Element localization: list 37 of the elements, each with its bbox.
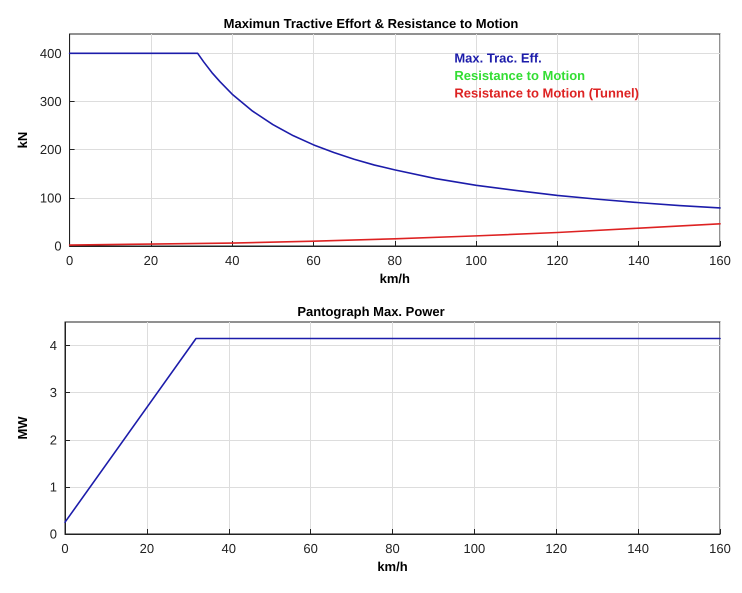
y-tick-label: 300 — [40, 94, 62, 109]
y-tick-label: 2 — [50, 432, 57, 448]
y-axis-title: MW — [15, 416, 30, 440]
y-tick-label: 100 — [40, 190, 62, 206]
x-tick-label: 140 — [628, 253, 650, 268]
x-tick-label: 140 — [627, 541, 649, 556]
x-tick-label: 40 — [222, 541, 236, 556]
y-tick-label: 400 — [40, 46, 62, 61]
x-tick-label: 120 — [545, 541, 568, 556]
x-axis-title: km/h — [377, 559, 408, 574]
line-series — [68, 52, 721, 209]
x-tick-label: 20 — [144, 253, 158, 268]
x-tick-label: 160 — [709, 253, 731, 268]
chart-title: Pantograph Max. Power — [297, 304, 445, 319]
legend-label: Resistance to Motion — [454, 68, 586, 83]
x-tick-label: 60 — [303, 541, 318, 556]
x-tick-label: 40 — [224, 253, 240, 268]
x-tick-label: 100 — [465, 253, 487, 268]
x-tick-label: 100 — [464, 541, 486, 556]
y-tick-label: 0 — [50, 526, 57, 542]
y-tick-label: 1 — [50, 479, 57, 494]
x-tick-label: 160 — [709, 541, 731, 556]
y-tick-label: 0 — [54, 238, 62, 254]
text: Resistance to Motion (Tunnel) — [454, 86, 640, 100]
x-tick-label: 20 — [140, 541, 154, 556]
x-tick-label: 80 — [388, 253, 402, 268]
x-tick-label: 120 — [546, 253, 568, 268]
y-tick-label: 200 — [40, 142, 62, 158]
x-axis-title: km/h — [380, 271, 410, 286]
text: Max. Trac. Eff. — [454, 50, 542, 66]
chart-title: Maximun Tractive Effort & Resistance to Motion — [224, 16, 518, 31]
y-tick-label: 4 — [50, 338, 57, 354]
x-tick-label: 80 — [385, 541, 400, 556]
x-tick-label: 0 — [66, 253, 74, 268]
y-tick-label: 3 — [50, 385, 57, 400]
y-axis-title: kN — [15, 132, 30, 148]
x-tick-label: 60 — [306, 253, 321, 268]
